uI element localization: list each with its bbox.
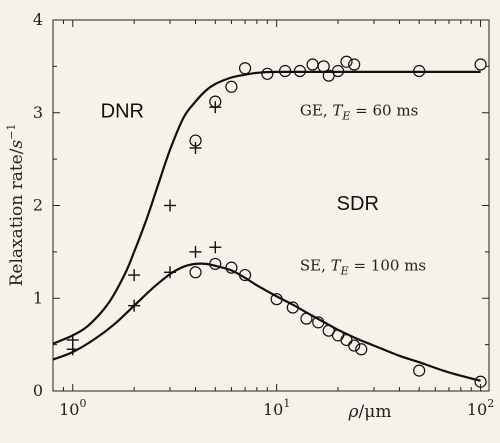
y-axis-label: Relaxation rate/s−1 xyxy=(5,124,27,287)
circle-marker xyxy=(225,261,238,274)
x-tick-exp: 1 xyxy=(283,397,290,410)
curve-label-pre: SE, xyxy=(300,256,331,274)
y-tick-label: 2 xyxy=(33,196,43,215)
circle-marker xyxy=(340,333,353,347)
curve-label-post: = 60 ms xyxy=(350,102,418,120)
circle-marker xyxy=(238,268,252,282)
circle-marker xyxy=(261,67,274,80)
y-tick-label: 4 xyxy=(33,10,43,29)
circle-marker xyxy=(413,364,426,377)
y-tick-label: 0 xyxy=(33,381,43,400)
circle-marker xyxy=(340,55,353,68)
x-tick-exp: 2 xyxy=(487,397,494,410)
cross-marker xyxy=(66,333,79,346)
circle-marker xyxy=(355,343,368,356)
circle-marker xyxy=(474,375,487,388)
x-tick-label: 101 xyxy=(263,397,290,419)
curve-label-sub: E xyxy=(341,110,350,123)
fit-curve-1 xyxy=(52,262,481,382)
cross-marker xyxy=(209,101,222,114)
y-axis-label-text: Relaxation rate/ xyxy=(7,148,27,286)
x-tick-base: 10 xyxy=(59,400,79,419)
x-axis-label: ρ/μm xyxy=(348,402,392,422)
region-label-dnr: DNR xyxy=(101,100,144,122)
curve-label-post: = 100 ms xyxy=(349,256,426,274)
circle-marker xyxy=(474,58,487,71)
x-axis-label-symbol: ρ xyxy=(348,402,359,422)
y-tick-label: 3 xyxy=(33,103,43,122)
fit-curve-0 xyxy=(52,70,481,345)
circle-marker xyxy=(331,64,345,78)
region-label-sdr: SDR xyxy=(337,193,379,215)
fit-curves xyxy=(52,70,481,382)
cross-marker xyxy=(209,241,222,254)
circle-marker xyxy=(300,312,313,325)
circle-marker xyxy=(189,266,202,279)
circle-marker xyxy=(348,339,361,352)
x-tick-label: 102 xyxy=(467,397,494,419)
cross-marker xyxy=(128,299,141,312)
curve-label-1: SE, TE = 100 ms xyxy=(300,256,426,277)
x-axis-label-slash: / xyxy=(359,402,365,422)
circle-marker xyxy=(293,64,306,78)
y-tick-label: 1 xyxy=(33,288,43,307)
circle-marker xyxy=(286,301,299,314)
y-axis-label-unit: s xyxy=(7,140,27,149)
circle-marker xyxy=(331,329,345,342)
cross-marker xyxy=(128,269,141,282)
circle-marker xyxy=(306,58,319,71)
circle-marker xyxy=(348,58,361,71)
x-axis-label-unit: μm xyxy=(364,402,391,422)
curve-label-sub: E xyxy=(340,264,349,277)
curve-label-symbol: T xyxy=(332,102,343,120)
cross-marker xyxy=(189,141,202,154)
circle-marker xyxy=(317,60,330,73)
y-axis-label-exp: −1 xyxy=(5,124,18,140)
cross-marker xyxy=(164,266,177,279)
circle-marker xyxy=(278,64,292,78)
cross-marker xyxy=(189,245,202,258)
cross-marker xyxy=(164,199,177,212)
curve-label-symbol: T xyxy=(331,256,342,274)
plot-frame xyxy=(52,19,490,392)
markers xyxy=(66,55,487,388)
curve-label-0: GE, TE = 60 ms xyxy=(300,102,418,123)
x-tick-exp: 0 xyxy=(79,397,86,410)
circle-marker xyxy=(225,80,238,93)
circle-marker xyxy=(413,64,426,78)
circle-marker xyxy=(209,257,222,271)
x-tick-label: 100 xyxy=(59,397,86,419)
curve-label-pre: GE, xyxy=(300,102,332,120)
circle-marker xyxy=(270,293,283,306)
circle-marker xyxy=(312,316,325,329)
x-tick-base: 10 xyxy=(263,400,283,419)
circle-marker xyxy=(238,62,252,75)
x-tick-base: 10 xyxy=(467,400,487,419)
